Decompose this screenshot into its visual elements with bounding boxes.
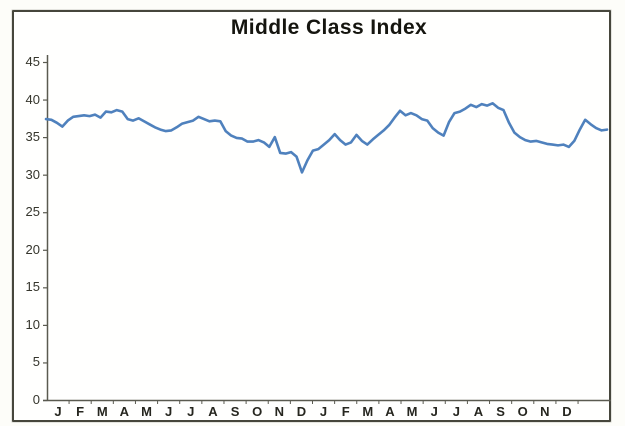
x-tick-label-month: M (406, 404, 418, 419)
x-tick-label-month: M (141, 404, 152, 419)
x-tick-label-month: J (319, 404, 328, 419)
x-tick-label-month: A (385, 404, 395, 419)
y-tick-label: 0 (32, 392, 40, 407)
x-tick-label-month: M (362, 404, 374, 419)
x-tick-label-month: A (119, 404, 130, 419)
page-border (12, 10, 611, 422)
x-tick-label-month: S (496, 404, 505, 419)
y-tick-label: 15 (25, 279, 40, 295)
x-tick-label-month: A (473, 404, 484, 419)
y-tick-label: 45 (25, 54, 40, 69)
y-tick-label: 20 (25, 241, 40, 257)
x-tick-label-month: D (562, 404, 572, 419)
x-tick-label-month: J (452, 404, 460, 419)
y-tick-label: 10 (25, 316, 40, 332)
index-line-series (44, 102, 609, 174)
x-tick-label-month: S (230, 404, 240, 419)
x-tick-label-month: F (341, 404, 350, 419)
x-tick-label-month: M (96, 404, 108, 419)
y-tick-label: 40 (25, 91, 40, 107)
chart-title: Middle Class Index (230, 16, 428, 39)
x-tick-label-month: O (517, 404, 528, 419)
x-tick-label-month: J (430, 404, 438, 419)
y-tick-label: 5 (32, 354, 40, 370)
x-tick-label-month: O (252, 404, 263, 419)
x-tick-label-month: J (54, 404, 62, 419)
x-tick-label-month: D (296, 404, 307, 419)
x-tick-label-month: J (187, 404, 195, 419)
x-tick-label-month: F (76, 404, 85, 419)
y-tick-label: 30 (25, 166, 40, 182)
y-tick-label: 35 (25, 129, 40, 145)
x-tick-label-month: N (274, 404, 284, 419)
y-tick-label: 25 (25, 204, 40, 220)
x-tick-label-month: A (208, 404, 218, 419)
x-tick-label-month: N (540, 404, 550, 419)
x-tick-label-month: J (165, 404, 173, 419)
